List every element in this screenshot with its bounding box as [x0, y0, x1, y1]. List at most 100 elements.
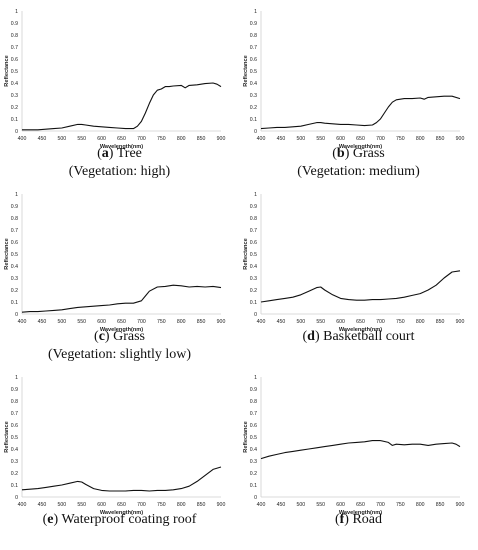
y-tick-label: 0.6 — [11, 57, 18, 63]
y-axis-label: Reflectance — [243, 238, 249, 269]
y-tick-label: 0.1 — [11, 300, 18, 306]
x-tick-label: 600 — [336, 136, 345, 142]
y-tick-label: 0 — [15, 312, 18, 318]
x-tick-label: 550 — [316, 502, 325, 508]
x-tick-label: 600 — [97, 502, 106, 508]
caption-subtitle: (Vegetation: slightly low) — [47, 347, 192, 362]
y-tick-label: 1 — [15, 375, 18, 381]
y-tick-label: 0.5 — [250, 252, 257, 258]
x-tick-label: 750 — [157, 136, 166, 142]
x-axis-label: Wavelength(nm) — [339, 327, 382, 333]
x-tick-label: 850 — [436, 502, 445, 508]
y-tick-label: 0.9 — [11, 387, 18, 393]
x-tick-label: 550 — [77, 502, 86, 508]
y-tick-label: 0.1 — [11, 117, 18, 123]
y-tick-label: 0.7 — [11, 228, 18, 234]
caption-text: Grass — [352, 146, 385, 161]
y-tick-label: 0.4 — [250, 81, 257, 87]
x-tick-label: 600 — [336, 319, 345, 325]
chart-d-svg: 0 0.1 0.2 0.3 0.4 0.5 0.6 0.7 0.8 0.9 1 400 450 500 55… — [243, 192, 464, 333]
y-tick-label: 0.2 — [11, 105, 18, 111]
x-tick-label: 750 — [396, 319, 405, 325]
x-tick-label: 600 — [97, 319, 106, 325]
panel-caption-c: (c) Grass (Vegetation: slightly low) — [0, 328, 239, 364]
caption-line-1: (a) Tree — [97, 146, 142, 161]
y-tick-label: 0.3 — [11, 93, 18, 99]
x-axis-label: Wavelength(nm) — [100, 327, 143, 333]
x-tick-label: 500 — [57, 502, 66, 508]
y-tick-label: 1 — [254, 192, 257, 198]
x-tick-label: 700 — [376, 319, 385, 325]
x-tick-label: 800 — [416, 136, 425, 142]
y-tick-label: 0.3 — [11, 459, 18, 465]
y-tick-label: 0.3 — [250, 93, 257, 99]
y-tick-label: 0.5 — [11, 69, 18, 75]
y-tick-label: 0.9 — [11, 21, 18, 27]
y-axis-label: Reflectance — [4, 421, 10, 452]
y-tick-label: 0.7 — [11, 45, 18, 51]
x-tick-label: 550 — [77, 136, 86, 142]
caption-subtitle: (Vegetation: medium) — [297, 164, 420, 179]
chart-a-svg: 0 0.1 0.2 0.3 0.4 0.5 0.6 0.7 0.8 0.9 1 400 450 500 55… — [4, 9, 225, 150]
x-tick-label: 750 — [157, 502, 166, 508]
x-tick-label: 850 — [197, 502, 206, 508]
x-axis-label: Wavelength(nm) — [100, 144, 143, 150]
x-tick-label: 800 — [416, 319, 425, 325]
x-axis-label: Wavelength(nm) — [100, 510, 143, 516]
x-tick-label: 500 — [296, 502, 305, 508]
panel-letter: e — [47, 512, 54, 527]
x-tick-label: 400 — [18, 502, 27, 508]
y-tick-label: 0.3 — [250, 459, 257, 465]
x-tick-label: 750 — [396, 136, 405, 142]
y-tick-label: 0.2 — [11, 288, 18, 294]
chart-c-svg: 0 0.1 0.2 0.3 0.4 0.5 0.6 0.7 0.8 0.9 1 400 450 500 55… — [4, 192, 225, 333]
caption-text: Tree — [116, 146, 142, 161]
panel-letter: a — [101, 146, 109, 161]
x-tick-label: 550 — [316, 319, 325, 325]
x-tick-label: 750 — [157, 319, 166, 325]
y-tick-label: 0 — [15, 129, 18, 135]
chart-f-svg: 0 0.1 0.2 0.3 0.4 0.5 0.6 0.7 0.8 0.9 1 400 450 500 55… — [243, 375, 464, 516]
panel-letter: f — [339, 512, 345, 527]
chart-panel-f: 0 0.1 0.2 0.3 0.4 0.5 0.6 0.7 0.8 0.9 1 400 450 500 55… — [239, 366, 478, 549]
reflectance-curve-c — [21, 284, 222, 313]
x-tick-label: 450 — [277, 319, 286, 325]
x-tick-label: 450 — [277, 502, 286, 508]
x-tick-label: 400 — [18, 319, 27, 325]
y-tick-label: 0.7 — [250, 228, 257, 234]
y-axis-label: Reflectance — [243, 55, 249, 86]
y-tick-label: 0.4 — [250, 447, 257, 453]
y-tick-label: 0.5 — [11, 252, 18, 258]
reflectance-curve-f — [260, 440, 461, 460]
x-tick-label: 800 — [177, 136, 186, 142]
x-axis-label: Wavelength(nm) — [339, 144, 382, 150]
reflectance-curve-e — [21, 466, 222, 492]
caption-line-1: (c) Grass — [94, 329, 145, 344]
y-tick-label: 1 — [254, 375, 257, 381]
x-tick-label: 400 — [257, 502, 266, 508]
y-tick-label: 0.9 — [250, 21, 257, 27]
x-tick-label: 650 — [117, 319, 126, 325]
chart-panel-b: 0 0.1 0.2 0.3 0.4 0.5 0.6 0.7 0.8 0.9 1 400 450 500 55… — [239, 0, 478, 183]
y-tick-label: 0.9 — [11, 204, 18, 210]
caption-subtitle: (Vegetation: high) — [68, 164, 171, 179]
x-tick-label: 400 — [18, 136, 27, 142]
caption-text: Waterproof coating roof — [61, 512, 197, 527]
y-tick-label: 0.8 — [250, 216, 257, 222]
caption-line-1: (b) Grass — [332, 146, 385, 161]
reflectance-curve-b — [260, 95, 461, 130]
y-tick-label: 0.2 — [250, 105, 257, 111]
y-tick-label: 0.6 — [11, 423, 18, 429]
y-tick-label: 0.2 — [250, 471, 257, 477]
y-axis-label: Reflectance — [243, 421, 249, 452]
x-tick-label: 400 — [257, 136, 266, 142]
y-tick-label: 0.8 — [11, 33, 18, 39]
caption-text: Grass — [113, 329, 145, 344]
y-tick-label: 0.3 — [250, 276, 257, 282]
x-tick-label: 800 — [177, 502, 186, 508]
x-tick-label: 450 — [277, 136, 286, 142]
x-tick-label: 700 — [376, 136, 385, 142]
x-tick-label: 650 — [356, 319, 365, 325]
x-tick-label: 600 — [336, 502, 345, 508]
